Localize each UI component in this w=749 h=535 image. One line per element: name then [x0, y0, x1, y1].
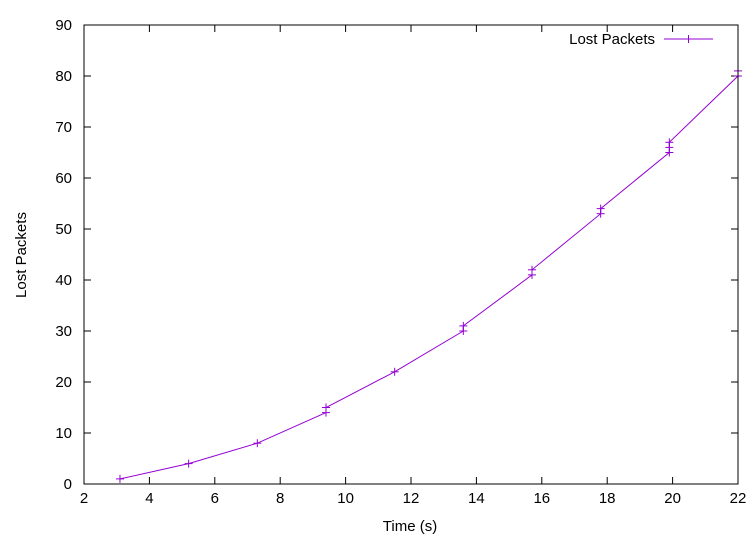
y-tick-label: 80	[55, 68, 72, 85]
legend-label: Lost Packets	[569, 31, 655, 48]
series-line	[119, 70, 739, 480]
x-tick-label: 16	[533, 490, 550, 507]
x-tick-label: 6	[211, 490, 219, 507]
plot-frame	[83, 24, 739, 485]
y-tick-label: 0	[64, 476, 72, 493]
y-tick-label: 40	[55, 272, 72, 289]
x-tick-label: 4	[145, 490, 153, 507]
data-point	[596, 204, 605, 213]
data-point	[184, 459, 193, 468]
y-tick-label: 30	[55, 323, 72, 340]
x-tick-label: 12	[403, 490, 420, 507]
data-point	[115, 474, 124, 483]
x-tick-label: 10	[337, 490, 354, 507]
y-axis-label: Lost Packets	[13, 212, 30, 298]
y-tick-label: 90	[55, 17, 72, 34]
y-tick-label: 60	[55, 170, 72, 187]
ticks-layer: 2 4 6 8 10 12 14 16 18 20 22 0 10 20 30 40 50 60 70 80 90	[55, 17, 746, 507]
x-tick-label: 18	[599, 490, 616, 507]
data-point	[665, 138, 674, 147]
y-tick-label: 20	[55, 374, 72, 391]
legend-marker	[684, 35, 693, 43]
x-tick-label: 14	[468, 490, 485, 507]
legend: Lost Packets	[569, 31, 713, 48]
data-point	[527, 265, 536, 274]
y-tick-label: 10	[55, 425, 72, 442]
y-tick-label: 70	[55, 119, 72, 136]
data-point	[390, 367, 399, 376]
series-layer	[115, 66, 742, 483]
x-tick-label: 8	[276, 490, 284, 507]
data-point	[253, 439, 262, 448]
x-tick-label: 22	[730, 490, 747, 507]
data-point	[321, 403, 330, 412]
data-point	[459, 321, 468, 330]
x-tick-label: 2	[80, 490, 88, 507]
x-tick-label: 20	[664, 490, 681, 507]
x-axis-label: Time (s)	[383, 518, 437, 535]
y-tick-label: 50	[55, 221, 72, 238]
